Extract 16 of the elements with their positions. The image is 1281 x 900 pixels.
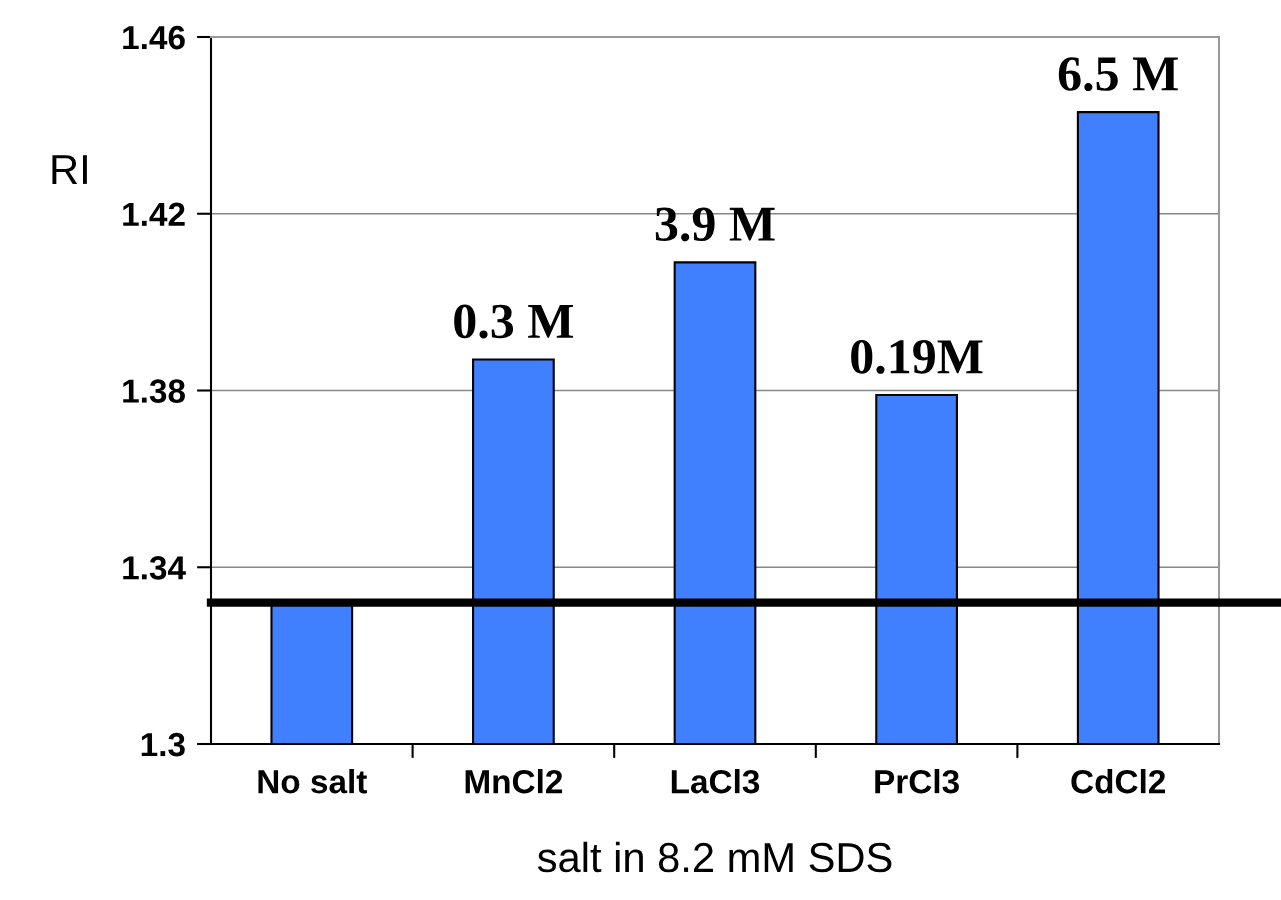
y-tick-label: 1.42	[123, 202, 185, 226]
x-tick-label: PrCl3	[875, 769, 959, 794]
x-tick-label: MnCl2	[465, 769, 563, 794]
annotation: 0.3 M	[454, 304, 574, 339]
x-axis-title: salt in 8.2 mM SDS	[537, 841, 892, 873]
y-tick-label: 1.38	[123, 379, 185, 403]
annotation: 3.9 M	[655, 207, 775, 242]
y-tick-label: 1.34	[123, 556, 186, 580]
x-tick-label: CdCl2	[1071, 769, 1166, 794]
y-axis-title: RI	[52, 155, 87, 184]
x-tick-label: No salt	[258, 769, 367, 794]
y-tick-label: 1.46	[123, 25, 185, 50]
y-tick-label: 1.3	[141, 732, 185, 757]
annotation: 0.19M	[851, 339, 983, 374]
annotation: 6.5 M	[1058, 57, 1178, 92]
x-tick-label: LaCl3	[671, 769, 760, 794]
